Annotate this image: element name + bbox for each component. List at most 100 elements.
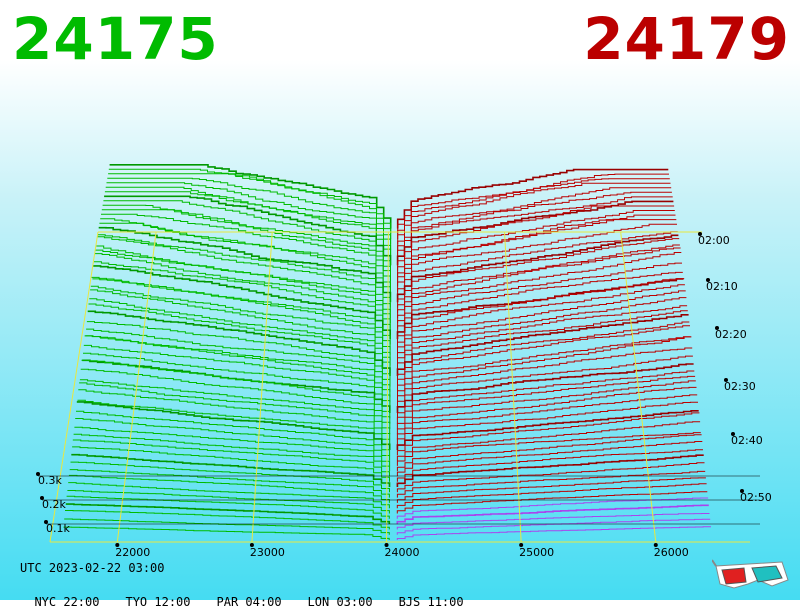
bid-depth-line <box>87 310 391 376</box>
x-tick-label: 22000 <box>115 546 150 559</box>
x-tick-mark <box>519 543 524 547</box>
bid-depth-line <box>88 303 391 371</box>
bid-depth-line <box>80 368 391 424</box>
x-tick-label: 25000 <box>519 546 554 559</box>
time-tick-mark <box>740 489 744 493</box>
utc-time: UTC 2023-02-22 03:00 <box>20 561 165 575</box>
zone-tyo: TYO 12:00 <box>125 595 191 609</box>
ask-depth-line <box>397 325 690 387</box>
bid-depth-line <box>82 359 391 413</box>
zone-bjs: BJS 11:00 <box>398 595 464 609</box>
ask-depth-line <box>396 168 669 229</box>
bid-depth-line <box>75 418 391 461</box>
bid-depth-line <box>97 234 391 308</box>
grid-line <box>116 231 157 543</box>
bid-depth-line <box>107 177 392 245</box>
bid-depth-line <box>73 433 391 472</box>
bid-depth-line <box>78 389 391 440</box>
ask-depth-line <box>396 462 705 493</box>
ask-depth-line <box>397 310 688 371</box>
bid-price: 24175 <box>12 5 219 73</box>
ask-depth-line <box>396 380 696 429</box>
bid-depth-line <box>104 195 392 266</box>
ask-depth-line <box>396 449 703 482</box>
ask-depth-line <box>397 336 691 392</box>
bid-depth-line <box>90 289 391 361</box>
chart-grid <box>49 231 750 543</box>
ask-depth-line <box>396 518 711 535</box>
y-axis: 0.3k 0.2k 0.1k <box>36 472 760 535</box>
ask-depth-line <box>396 504 709 525</box>
timezone-list: NYC 22:00 TYO 12:00 PAR 04:00 LON 03:00 BJS … <box>20 581 490 609</box>
bid-depth-line <box>83 344 391 403</box>
zone-par: PAR 04:00 <box>216 595 282 609</box>
bid-depth-line <box>94 253 391 329</box>
ask-depth-line <box>397 284 685 350</box>
grid-line <box>251 231 273 543</box>
bid-depth-line <box>90 285 391 355</box>
bid-depth-line <box>79 379 391 429</box>
bid-depth-line <box>70 461 390 493</box>
bid-depth-line <box>86 328 391 387</box>
ask-depth-line <box>396 441 703 477</box>
ask-depth-line <box>396 432 701 466</box>
bid-depth-line <box>108 173 392 240</box>
bid-depth-line <box>101 213 391 287</box>
x-tick-mark <box>249 543 254 547</box>
ask-depth-line <box>397 231 678 297</box>
ask-depth-line <box>396 454 704 487</box>
ask-depth-line <box>396 483 707 509</box>
y-tick-label: 0.1k <box>46 522 70 535</box>
x-tick-label: 26000 <box>654 546 689 559</box>
ask-depth-line <box>397 191 672 255</box>
ask-depth-line <box>397 247 681 319</box>
time-tick-label: 02:30 <box>724 380 756 393</box>
time-tick-label: 02:20 <box>715 328 747 341</box>
bid-depth-line <box>109 164 392 229</box>
ask-depth-line <box>396 491 708 514</box>
y-tick-label: 0.3k <box>38 474 62 487</box>
bid-depth-line <box>71 453 391 487</box>
bid-depth-line <box>76 410 391 456</box>
bid-depth-line <box>101 209 391 282</box>
bid-depth-line <box>89 298 391 366</box>
ask-depth-line <box>397 278 685 345</box>
ask-depth-line <box>396 412 700 456</box>
ask-depth-line <box>396 513 710 530</box>
ask-depth-line <box>397 210 675 276</box>
ask-depth-line <box>396 386 697 435</box>
ask-depth-line <box>396 363 694 413</box>
ask-depth-line <box>397 182 671 245</box>
ask-depth-line <box>396 375 696 424</box>
bid-depth-line <box>81 359 391 419</box>
y-tick-mark <box>44 520 48 524</box>
bid-depth-lines <box>63 164 392 540</box>
grid-line <box>504 231 522 543</box>
time-tick-mark <box>706 278 710 282</box>
3d-glasses-icon[interactable] <box>712 556 792 592</box>
ask-depth-line <box>396 526 711 540</box>
bid-depth-line <box>94 261 391 334</box>
ask-depth-line <box>396 421 701 461</box>
bid-depth-line <box>108 168 392 234</box>
ask-depth-line <box>397 223 677 292</box>
ask-depth-line <box>396 394 698 440</box>
x-tick-label: 23000 <box>250 546 285 559</box>
bid-depth-line <box>104 191 392 261</box>
zone-lon: LON 03:00 <box>307 595 373 609</box>
bid-depth-line <box>97 236 391 313</box>
ask-depth-line <box>396 314 689 376</box>
ask-depth-line <box>396 434 702 472</box>
bid-depth-line <box>93 265 391 340</box>
bid-depth-line <box>74 426 391 466</box>
ask-depth-line <box>397 187 672 250</box>
time-axis: 02:00 02:10 02:20 02:30 02:40 02:50 <box>698 232 772 504</box>
grid-line <box>386 231 389 543</box>
y-tick-mark <box>36 472 40 476</box>
ask-depth-line <box>396 234 679 303</box>
ask-depth-line <box>396 410 699 450</box>
bid-depth-line <box>76 401 391 450</box>
time-tick-mark <box>731 432 735 436</box>
ask-depth-line <box>397 178 670 240</box>
grid-line <box>49 231 99 543</box>
